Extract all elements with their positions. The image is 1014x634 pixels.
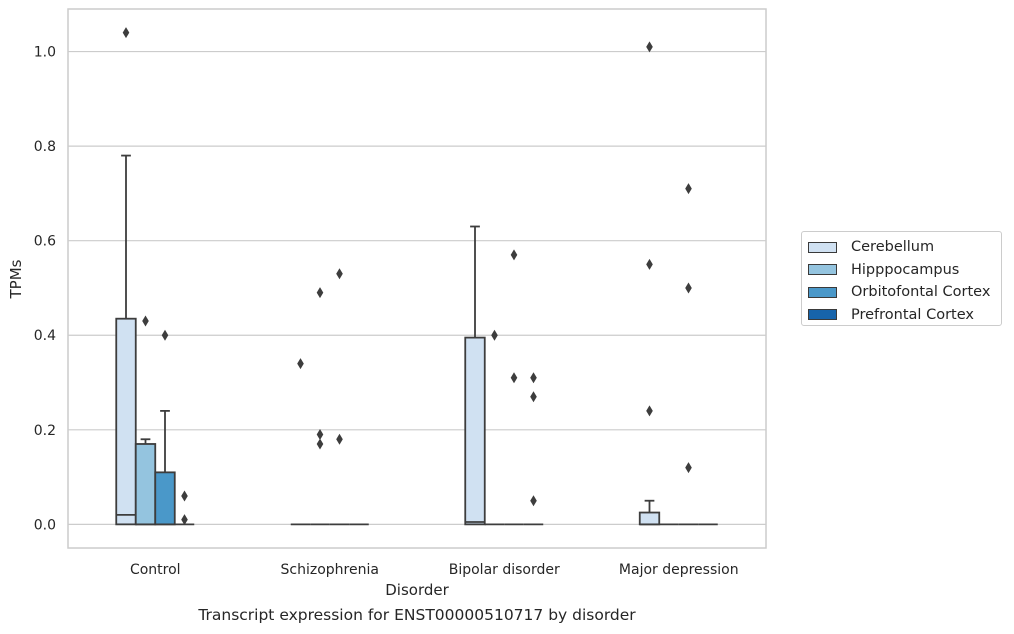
x-axis-label: Disorder	[385, 581, 449, 599]
grid-lines	[68, 50, 766, 525]
outlier-point	[181, 490, 188, 502]
outlier-point	[530, 372, 537, 384]
box-group	[638, 41, 661, 526]
legend-swatch	[808, 309, 837, 321]
outlier-point	[316, 429, 324, 441]
y-axis-label: TPMs	[7, 259, 25, 299]
box-group	[504, 249, 524, 526]
y-tick-label: 1.0	[34, 45, 56, 61]
outlier-point	[491, 329, 498, 341]
outlier-point	[530, 391, 537, 403]
legend-label: Orbitofontal Cortex	[851, 284, 991, 301]
box-group	[174, 490, 195, 526]
y-tick-label: 0.0	[34, 517, 56, 533]
legend-label: Cerebellum	[851, 239, 935, 256]
y-tick-label: 0.6	[34, 234, 56, 250]
x-tick-label: Bipolar disorder	[449, 562, 560, 578]
box-group	[484, 329, 505, 526]
legend-item: Cerebellum	[808, 236, 995, 259]
box-groups	[115, 27, 718, 526]
box-group	[310, 287, 330, 526]
box-group	[678, 183, 699, 526]
y-tick-labels: 0.0 0.2 0.4 0.6 0.8 1.0	[34, 45, 56, 534]
outlier-point	[122, 27, 130, 39]
box	[154, 471, 176, 526]
y-tick-label: 0.8	[34, 139, 56, 155]
box-group	[290, 358, 311, 526]
legend-swatch	[808, 286, 837, 298]
legend-item: Hipppocampus	[808, 259, 995, 282]
box	[115, 317, 137, 526]
legend-swatch	[808, 241, 837, 253]
box-group	[134, 315, 157, 526]
outlier-point	[297, 358, 304, 370]
outlier-point	[336, 268, 343, 280]
legend-item: Prefrontal Cortex	[808, 304, 995, 327]
y-tick-label: 0.4	[34, 328, 56, 344]
outlier-point	[685, 462, 692, 474]
box	[638, 511, 661, 526]
legend-label: Hipppocampus	[851, 261, 960, 278]
outlier-point	[685, 183, 692, 195]
outlier-point	[161, 329, 169, 341]
outlier-point	[646, 258, 653, 270]
y-tick-label: 0.2	[34, 423, 56, 439]
x-tick-label: Major depression	[619, 562, 739, 578]
legend-label: Prefrontal Cortex	[851, 306, 974, 323]
outlier-point	[646, 405, 653, 417]
legend: Cerebellum Hipppocampus Orbitofontal Corte…	[801, 231, 1002, 326]
outlier-point	[510, 372, 518, 384]
outlier-point	[530, 495, 537, 507]
outlier-point	[181, 514, 188, 526]
x-tick-label: Control	[130, 562, 181, 578]
box-group	[464, 225, 486, 526]
plot-frame	[67, 8, 767, 549]
box-group	[523, 372, 544, 526]
box	[464, 336, 486, 526]
legend-swatch	[808, 264, 837, 276]
outlier-point	[336, 433, 343, 445]
outlier-point	[646, 41, 653, 53]
box	[134, 443, 157, 526]
box-group	[329, 268, 350, 526]
legend-item: Orbitofontal Cortex	[808, 281, 995, 304]
outlier-point	[316, 438, 324, 450]
outlier-point	[316, 287, 324, 299]
outlier-point	[510, 249, 518, 261]
outlier-point	[142, 315, 149, 327]
chart-title: Transcript expression for ENST0000051071…	[198, 606, 636, 624]
box-group	[115, 27, 137, 526]
outlier-point	[685, 282, 692, 294]
x-tick-label: Schizophrenia	[281, 562, 379, 578]
x-tick-labels: Control Schizophrenia Bipolar disorder Majo…	[130, 562, 739, 578]
box-group	[154, 329, 176, 526]
